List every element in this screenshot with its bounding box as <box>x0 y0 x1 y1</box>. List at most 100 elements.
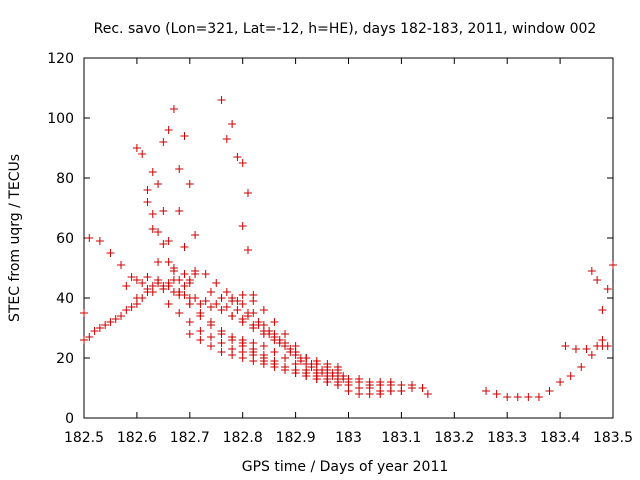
data-point <box>217 348 226 356</box>
data-point <box>259 360 268 368</box>
data-point <box>323 363 332 371</box>
data-point <box>159 240 168 248</box>
data-point <box>85 234 94 242</box>
data-point <box>275 336 284 344</box>
series-arc-23 <box>561 336 612 353</box>
y-axis-label: STEC from uqrg / TECUs <box>7 154 23 322</box>
data-point <box>587 351 596 359</box>
data-point <box>344 387 353 395</box>
data-point <box>249 321 258 329</box>
data-point <box>270 348 279 356</box>
data-point <box>95 237 104 245</box>
data-point <box>180 243 189 251</box>
chart-title: Rec. savo (Lon=321, Lat=-12, h=HE), days… <box>94 21 597 37</box>
data-point <box>164 258 173 266</box>
data-point <box>148 282 157 290</box>
data-point <box>582 345 591 353</box>
data-point <box>281 354 290 362</box>
y-tick-label: 20 <box>56 351 74 367</box>
data-point <box>407 384 416 392</box>
data-point <box>132 276 141 284</box>
data-point <box>212 300 221 308</box>
y-tick-label: 0 <box>65 411 74 427</box>
data-point <box>222 135 231 143</box>
data-point <box>206 333 215 341</box>
data-point <box>206 288 215 296</box>
data-point <box>175 309 184 317</box>
data-point <box>238 315 247 323</box>
data-point <box>281 339 290 347</box>
series-arc-15 <box>148 207 194 287</box>
data-point <box>191 294 200 302</box>
data-point <box>164 126 173 134</box>
data-point <box>228 120 237 128</box>
data-point <box>95 324 104 332</box>
data-point <box>259 327 268 335</box>
data-point <box>127 273 136 281</box>
data-point <box>148 168 157 176</box>
data-point <box>238 336 247 344</box>
x-tick-label: 182.5 <box>64 430 104 446</box>
x-tick-label: 183.4 <box>540 430 580 446</box>
data-point <box>180 270 189 278</box>
data-point <box>122 306 131 314</box>
x-tick-label: 183 <box>335 430 362 446</box>
x-tick-label: 183.2 <box>434 430 474 446</box>
data-point <box>598 336 607 344</box>
y-tick-label: 40 <box>56 291 74 307</box>
data-point <box>196 327 205 335</box>
data-point <box>270 363 279 371</box>
data-point <box>291 360 300 368</box>
x-tick-label: 183.1 <box>381 430 421 446</box>
data-point <box>344 378 353 386</box>
data-point <box>196 300 205 308</box>
data-point <box>154 228 163 236</box>
data-point <box>238 354 247 362</box>
data-point <box>180 132 189 140</box>
data-point <box>169 105 178 113</box>
data-point <box>111 315 120 323</box>
data-point <box>524 393 533 401</box>
data-point <box>169 264 178 272</box>
data-point <box>418 384 427 392</box>
data-point <box>175 276 184 284</box>
data-point <box>175 288 184 296</box>
data-point <box>217 306 226 314</box>
data-point <box>101 321 110 329</box>
data-point <box>138 294 147 302</box>
data-point <box>545 387 554 395</box>
axis-ticks: 182.5 182.6 182.7 182.8 182.9 183 183.1 183.2 18… <box>47 51 633 446</box>
data-point <box>80 336 88 344</box>
data-point <box>249 339 258 347</box>
data-point <box>132 144 141 152</box>
data-point <box>212 279 221 287</box>
data-point <box>254 318 263 326</box>
data-point <box>323 372 332 380</box>
data-point <box>217 96 226 104</box>
data-point <box>191 270 200 278</box>
data-point <box>397 387 406 395</box>
data-point <box>148 210 157 218</box>
data-point <box>566 372 575 380</box>
data-point <box>117 261 126 269</box>
y-tick-label: 120 <box>47 51 74 67</box>
data-point <box>302 366 311 374</box>
x-axis-label: GPS time / Days of year 2011 <box>242 459 449 475</box>
data-point <box>85 333 94 341</box>
data-point <box>238 222 247 230</box>
x-tick-label: 182.7 <box>170 430 210 446</box>
data-point <box>603 342 612 350</box>
data-point <box>556 378 565 386</box>
data-point <box>217 294 226 302</box>
data-point <box>196 336 205 344</box>
data-point <box>217 330 226 338</box>
data-point <box>386 381 395 389</box>
data-point <box>175 165 184 173</box>
data-point <box>249 309 258 317</box>
data-point <box>138 279 147 287</box>
data-point <box>503 393 512 401</box>
data-point <box>587 267 596 275</box>
data-point <box>90 327 99 335</box>
